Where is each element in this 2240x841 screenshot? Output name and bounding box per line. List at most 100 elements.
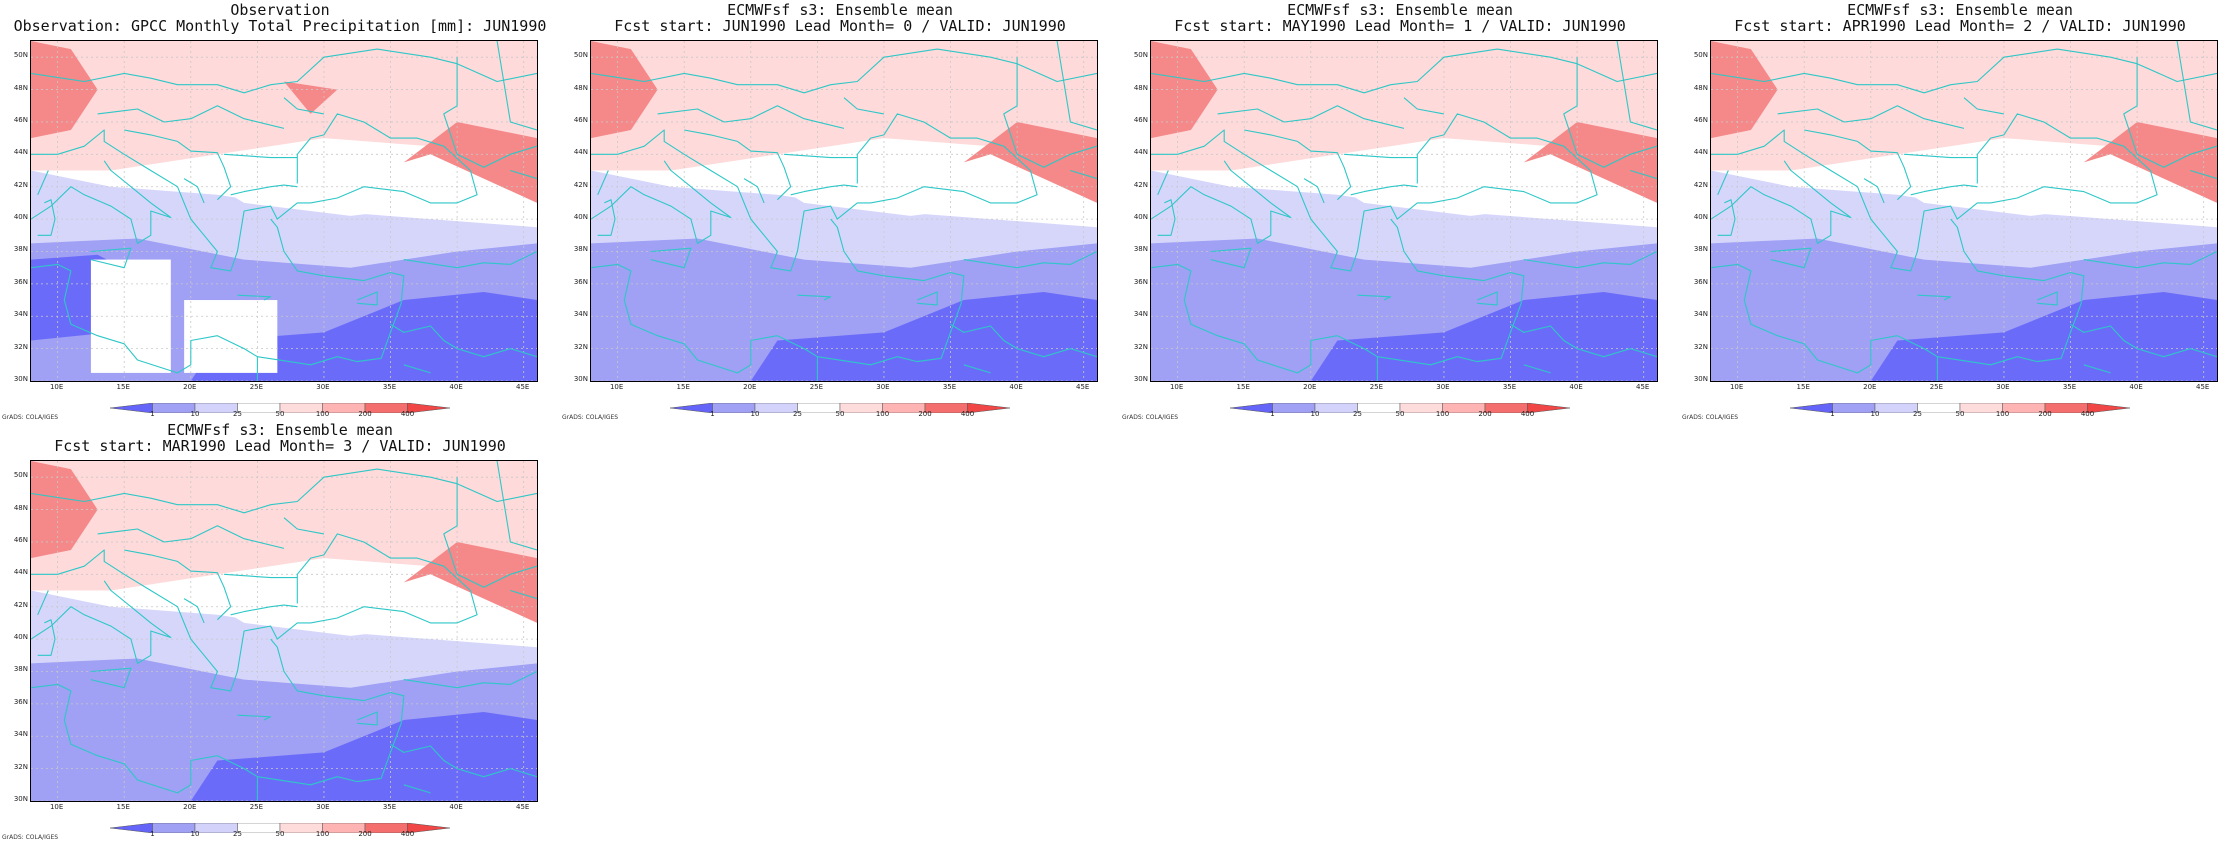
coastline (1711, 48, 2217, 94)
colorbar-level-label: 100 (315, 830, 330, 838)
coastline (1210, 247, 1252, 269)
coastline (2083, 251, 2217, 269)
coastline (963, 364, 991, 374)
lon-tick-label: 45E (2196, 383, 2210, 391)
coastline (1151, 113, 1598, 272)
coastline (797, 294, 832, 301)
colorbar-level-label: 1 (710, 410, 715, 418)
coastline (1357, 294, 1392, 301)
panel-title: Observation (230, 1, 330, 19)
lat-tick-label: 46N (573, 115, 588, 124)
lon-tick-label: 30E (1436, 383, 1450, 391)
lat-tick-label: 48N (573, 83, 588, 92)
panel-subtitle: Observation: GPCC Monthly Total Precipit… (13, 17, 547, 35)
coastline (790, 184, 858, 196)
coastline (2070, 323, 2217, 358)
coastline (591, 113, 1038, 272)
coastline (31, 638, 405, 794)
lat-tick-label: 40N (1133, 213, 1148, 222)
precip-zone (2083, 122, 2217, 203)
colorbar (1789, 398, 2131, 414)
colorbar-level-label: 25 (233, 410, 242, 418)
coastline (1157, 170, 1169, 196)
lat-tick-label: 36N (13, 277, 28, 286)
colorbar-level-label: 200 (918, 410, 932, 418)
coastline (2190, 169, 2217, 180)
lat-tick-label: 42N (573, 180, 588, 189)
lat-tick-label: 38N (573, 245, 588, 254)
lon-tick-label: 40E (1009, 383, 1023, 391)
lon-tick-label: 40E (2129, 383, 2143, 391)
coastline (390, 743, 537, 778)
colorbar-level-label: 25 (1913, 410, 1922, 418)
lat-tick-label: 38N (13, 665, 28, 674)
coastline (283, 517, 324, 535)
lon-tick-label: 15E (116, 803, 130, 811)
colorbar (109, 818, 451, 834)
coastline (1217, 105, 1405, 129)
colorbar-level-label: 1 (150, 830, 155, 838)
coastline (230, 604, 298, 616)
coastline (1344, 153, 1418, 159)
lat-tick-label: 42N (1693, 180, 1708, 189)
coastline (31, 48, 537, 94)
lat-tick-label: 44N (573, 148, 588, 157)
lat-tick-label: 30N (1133, 375, 1148, 383)
coastline (1910, 184, 1978, 196)
colorbar-swatch (407, 822, 451, 834)
lat-tick-label: 38N (1693, 245, 1708, 254)
colorbar-level-label: 200 (2038, 410, 2052, 418)
precip-zone (591, 41, 658, 139)
lat-tick-label: 36N (573, 277, 588, 286)
lon-tick-label: 30E (316, 803, 330, 811)
precip-map (30, 460, 538, 802)
colorbar-swatch (967, 402, 1011, 414)
lon-tick-label: 35E (382, 803, 397, 811)
lon-tick-label: 20E (1303, 383, 1317, 391)
lat-tick-label: 32N (1693, 342, 1708, 351)
coastline (1151, 48, 1657, 94)
precip-zone (1870, 292, 2217, 381)
coastline (124, 129, 232, 201)
lon-tick-label: 45E (1636, 383, 1650, 391)
lat-tick-label: 34N (13, 730, 28, 739)
coastline (1523, 364, 1551, 374)
map-panel-obs: Observation Observation: GPCC Monthly Tot… (0, 0, 560, 422)
lat-tick-label: 48N (13, 503, 28, 512)
colorbar-level-label: 50 (275, 830, 285, 838)
coastline (443, 477, 537, 588)
colorbar-level-label: 400 (1520, 410, 1535, 418)
precip-zone (403, 122, 537, 203)
lon-tick-label: 10E (1169, 383, 1184, 391)
coastline (2123, 57, 2217, 168)
coastline (1151, 160, 1292, 244)
coastline (31, 580, 172, 664)
coastline (496, 41, 537, 131)
coastline (597, 199, 616, 236)
coastline (224, 573, 298, 579)
coastline (356, 711, 378, 726)
lat-tick-label: 42N (1133, 180, 1148, 189)
coastline (37, 170, 49, 196)
colorbar-swatch (407, 402, 451, 414)
coastline (1563, 57, 1657, 168)
lat-tick-label: 44N (1693, 148, 1708, 157)
coastline (1151, 218, 1525, 374)
coastline (650, 247, 692, 269)
panel-subtitle: Fcst start: MAR1990 Lead Month= 3 / VALI… (54, 437, 506, 455)
coastline (1523, 251, 1657, 269)
lon-tick-label: 20E (183, 803, 197, 811)
colorbar-level-label: 100 (315, 410, 330, 418)
coastline (403, 784, 431, 794)
lat-tick-label: 32N (573, 342, 588, 351)
coastline (1244, 129, 1352, 201)
lon-tick-label: 10E (609, 383, 624, 391)
precip-zone (1523, 122, 1657, 203)
lat-tick-label: 40N (13, 213, 28, 222)
colorbar-level-label: 50 (275, 410, 285, 418)
lat-tick-label: 48N (1133, 83, 1148, 92)
lat-tick-label: 34N (1693, 310, 1708, 319)
lon-tick-label: 15E (116, 383, 130, 391)
coastline (1303, 178, 1325, 204)
coastline (684, 129, 792, 201)
